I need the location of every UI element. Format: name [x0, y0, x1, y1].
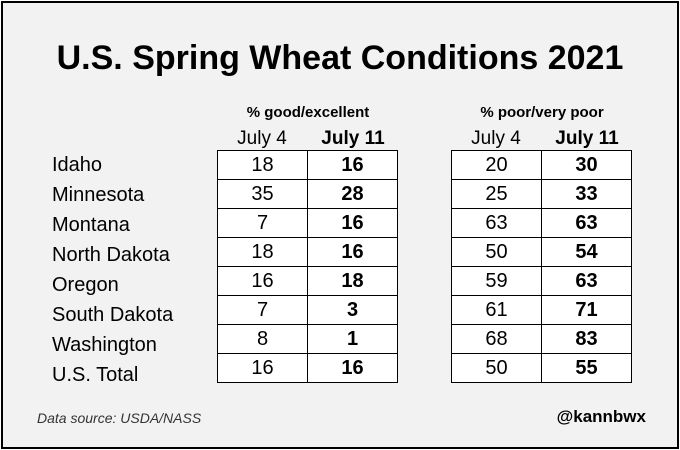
state-label: Minnesota: [52, 184, 145, 206]
cell-july11: 55: [541, 353, 632, 383]
cell-july4: 8: [217, 324, 308, 354]
cell-july11: 16: [307, 237, 398, 267]
table-row: 61 71: [451, 295, 632, 325]
cell-july4: 25: [451, 179, 542, 209]
column-header-july4-poor: July 4: [471, 128, 521, 149]
cell-july4: 18: [217, 150, 308, 180]
data-source-note: Data source: USDA/NASS: [37, 410, 202, 426]
cell-july11: 33: [541, 179, 632, 209]
table-row: 18 16: [217, 150, 398, 180]
cell-july4: 16: [217, 353, 308, 383]
author-handle: @kannbwx: [556, 407, 646, 426]
cell-july11: 16: [307, 150, 398, 180]
state-label: U.S. Total: [52, 364, 139, 386]
cell-july11: 1: [307, 324, 398, 354]
cell-july4: 7: [217, 208, 308, 238]
chart-title: U.S. Spring Wheat Conditions 2021: [56, 39, 624, 77]
state-label: North Dakota: [52, 244, 170, 266]
table-row: 63 63: [451, 208, 632, 238]
state-label: Washington: [52, 334, 157, 356]
table-row: 18 16: [217, 237, 398, 267]
state-label: Idaho: [52, 154, 103, 176]
cell-july4: 59: [451, 266, 542, 296]
column-header-july11-poor: July 11: [555, 128, 619, 149]
cell-july11: 54: [541, 237, 632, 267]
table-row: 25 33: [451, 179, 632, 209]
cell-july11: 30: [541, 150, 632, 180]
cell-july11: 63: [541, 266, 632, 296]
cell-july11: 71: [541, 295, 632, 325]
table-row: 7 16: [217, 208, 398, 238]
cell-july11: 63: [541, 208, 632, 238]
table-row: 59 63: [451, 266, 632, 296]
cell-july4: 68: [451, 324, 542, 354]
table-row: 20 30: [451, 150, 632, 180]
group-header-poor-very-poor: % poor/very poor: [480, 104, 604, 121]
cell-july4: 18: [217, 237, 308, 267]
cell-july4: 50: [451, 353, 542, 383]
cell-july11: 3: [307, 295, 398, 325]
table-poor-very-poor: 20 30 25 33 63 63 50 54 59 63 61 71 68 83 50 55: [451, 150, 632, 383]
column-header-july11-good: July 11: [321, 128, 385, 149]
table-good-excellent: 18 16 35 28 7 16 18 16 16 18 7 3 8 1 16 16: [217, 150, 398, 383]
group-header-good-excellent: % good/excellent: [246, 104, 370, 121]
cell-july4: 35: [217, 179, 308, 209]
cell-july4: 63: [451, 208, 542, 238]
cell-july11: 83: [541, 324, 632, 354]
cell-july4: 20: [451, 150, 542, 180]
cell-july4: 16: [217, 266, 308, 296]
table-row: 16 16: [217, 353, 398, 383]
state-label: Oregon: [52, 274, 119, 296]
cell-july11: 18: [307, 266, 398, 296]
cell-july4: 61: [451, 295, 542, 325]
table-row: 16 18: [217, 266, 398, 296]
cell-july11: 28: [307, 179, 398, 209]
state-label: Montana: [52, 214, 130, 236]
column-header-july4-good: July 4: [237, 128, 287, 149]
cell-july4: 7: [217, 295, 308, 325]
state-label: South Dakota: [52, 304, 174, 326]
table-row: 50 55: [451, 353, 632, 383]
table-row: 68 83: [451, 324, 632, 354]
cell-july11: 16: [307, 208, 398, 238]
cell-july4: 50: [451, 237, 542, 267]
cell-july11: 16: [307, 353, 398, 383]
table-row: 50 54: [451, 237, 632, 267]
table-row: 35 28: [217, 179, 398, 209]
